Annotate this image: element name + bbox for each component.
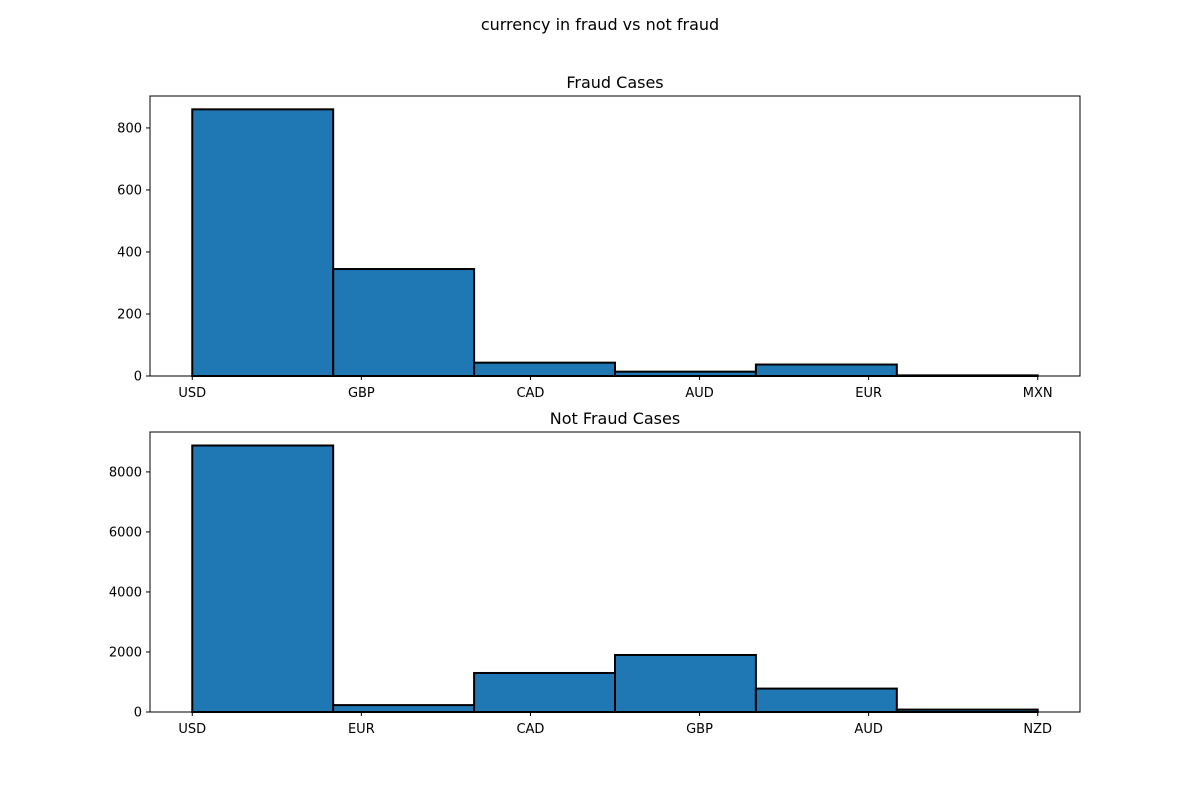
not-fraud-cases-xtick-label-nzd: NZD [1023,722,1052,737]
fraud-cases-title: Fraud Cases [566,73,663,92]
fraud-cases-xtick-label-mxn: MXN [1023,386,1053,401]
fraud-cases-ytick-label-0: 0 [134,370,142,385]
fraud-cases-axes: Fraud Cases USD GBP CAD AUD EUR MXN 0 200 400 600 8… [117,73,1081,401]
fraud-cases-ytick-label-3: 600 [117,183,142,198]
fraud-cases-ytick-label-2: 400 [117,245,142,260]
not-fraud-cases-xtick-label-usd: USD [178,722,206,737]
not-fraud-cases-ytick-label-3: 6000 [109,525,142,540]
not-fraud-cases-bar-4 [614,653,757,713]
fraud-cases-axes-frame [149,95,1081,377]
not-fraud-cases-ytick-label-4: 8000 [109,465,142,480]
not-fraud-cases-bar-5 [754,687,898,713]
not-fraud-cases-bar-2 [332,704,476,713]
fraud-cases-ytick-label-4: 800 [117,121,142,136]
not-fraud-cases-title: Not Fraud Cases [550,409,680,428]
not-fraud-cases-xtick-label-eur: EUR [348,722,375,737]
not-fraud-cases-xtick-label-gbp: GBP [686,722,713,737]
fraud-cases-xtick-label-eur: EUR [855,386,882,401]
not-fraud-cases-axes: Not Fraud Cases USD EUR CAD GBP AUD NZD 0 2000 40… [109,409,1081,737]
not-fraud-cases-xtick-label-cad: CAD [516,722,544,737]
fraud-cases-xtick-label-aud: AUD [685,386,713,401]
not-fraud-cases-xtick-label-aud: AUD [854,722,882,737]
fraud-cases-ytick-label-1: 200 [117,307,142,322]
fraud-cases-xtick-label-cad: CAD [516,386,544,401]
fraud-cases-xtick-label-usd: USD [178,386,206,401]
not-fraud-cases-ytick-label-0: 0 [134,706,142,721]
fraud-cases-bar-1 [191,108,335,377]
not-fraud-cases-bar-3 [473,671,617,714]
not-fraud-cases-ytick-label-2: 4000 [109,585,142,600]
fraud-cases-bar-5 [754,363,898,377]
fraud-cases-xtick-label-gbp: GBP [348,386,375,401]
not-fraud-cases-ytick-label-1: 2000 [109,645,142,660]
fraud-cases-bar-2 [332,268,476,377]
figure-title: currency in fraud vs not fraud [481,15,719,34]
fraud-cases-bar-3 [473,361,617,377]
not-fraud-cases-axes-frame [149,431,1081,713]
fraud-cases-bar-4 [614,370,757,377]
not-fraud-cases-bar-1 [191,444,335,713]
